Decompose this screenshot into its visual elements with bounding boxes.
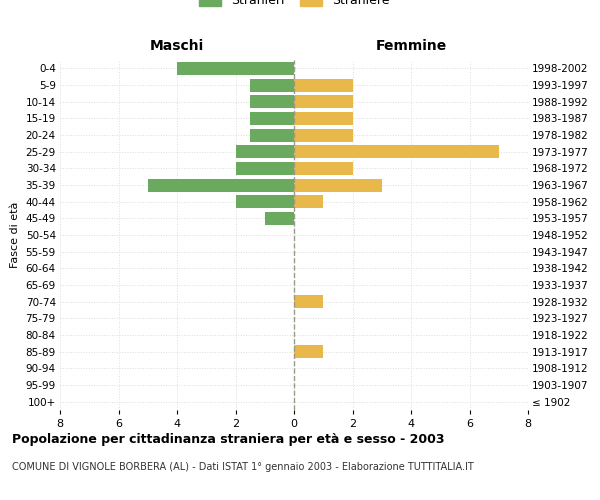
Y-axis label: Fasce di età: Fasce di età [10,202,20,268]
Bar [294,178,382,192]
Y-axis label: Anni di nascita: Anni di nascita [597,194,600,276]
Bar [235,195,294,208]
Bar [177,62,294,75]
Bar [294,162,353,175]
Bar [148,178,294,192]
Bar [294,345,323,358]
Bar [250,95,294,108]
Text: Femmine: Femmine [376,39,446,53]
Bar [235,145,294,158]
Text: Popolazione per cittadinanza straniera per età e sesso - 2003: Popolazione per cittadinanza straniera p… [12,432,445,446]
Bar [294,195,323,208]
Bar [294,112,353,125]
Text: Maschi: Maschi [150,39,204,53]
Bar [294,95,353,108]
Legend: Stranieri, Straniere: Stranieri, Straniere [193,0,395,12]
Bar [294,128,353,141]
Bar [294,295,323,308]
Bar [250,112,294,125]
Bar [294,145,499,158]
Bar [250,78,294,92]
Bar [250,128,294,141]
Bar [294,78,353,92]
Bar [235,162,294,175]
Text: COMUNE DI VIGNOLE BORBERA (AL) - Dati ISTAT 1° gennaio 2003 - Elaborazione TUTTI: COMUNE DI VIGNOLE BORBERA (AL) - Dati IS… [12,462,474,472]
Bar [265,212,294,225]
